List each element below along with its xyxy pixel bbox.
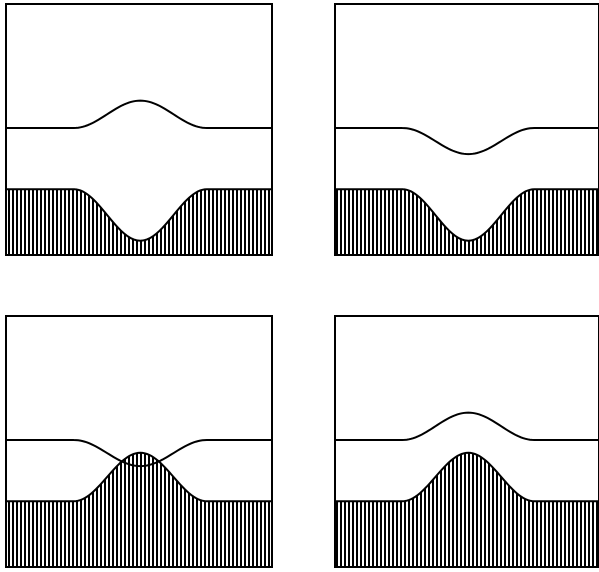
bed-hatch	[335, 452, 599, 567]
water-surface-line	[6, 99, 273, 129]
panel-frame	[334, 3, 599, 256]
bed-hatch	[6, 452, 272, 567]
bed-outline	[6, 188, 273, 242]
water-surface-line	[6, 438, 273, 468]
panel-frame	[5, 315, 273, 568]
bed-outline	[335, 188, 599, 242]
panel-top-right	[334, 3, 599, 256]
bed-hatch	[6, 189, 272, 255]
water-surface-line	[335, 411, 599, 441]
panel-bottom-right	[334, 315, 599, 568]
water-surface-line	[335, 126, 599, 156]
bed-hatch	[335, 189, 599, 255]
panel-frame	[5, 3, 273, 256]
bed-outline	[335, 451, 599, 503]
bed-outline	[6, 451, 273, 503]
panel-top-left	[5, 3, 273, 256]
panel-bottom-left	[5, 315, 273, 568]
panel-frame	[334, 315, 599, 568]
